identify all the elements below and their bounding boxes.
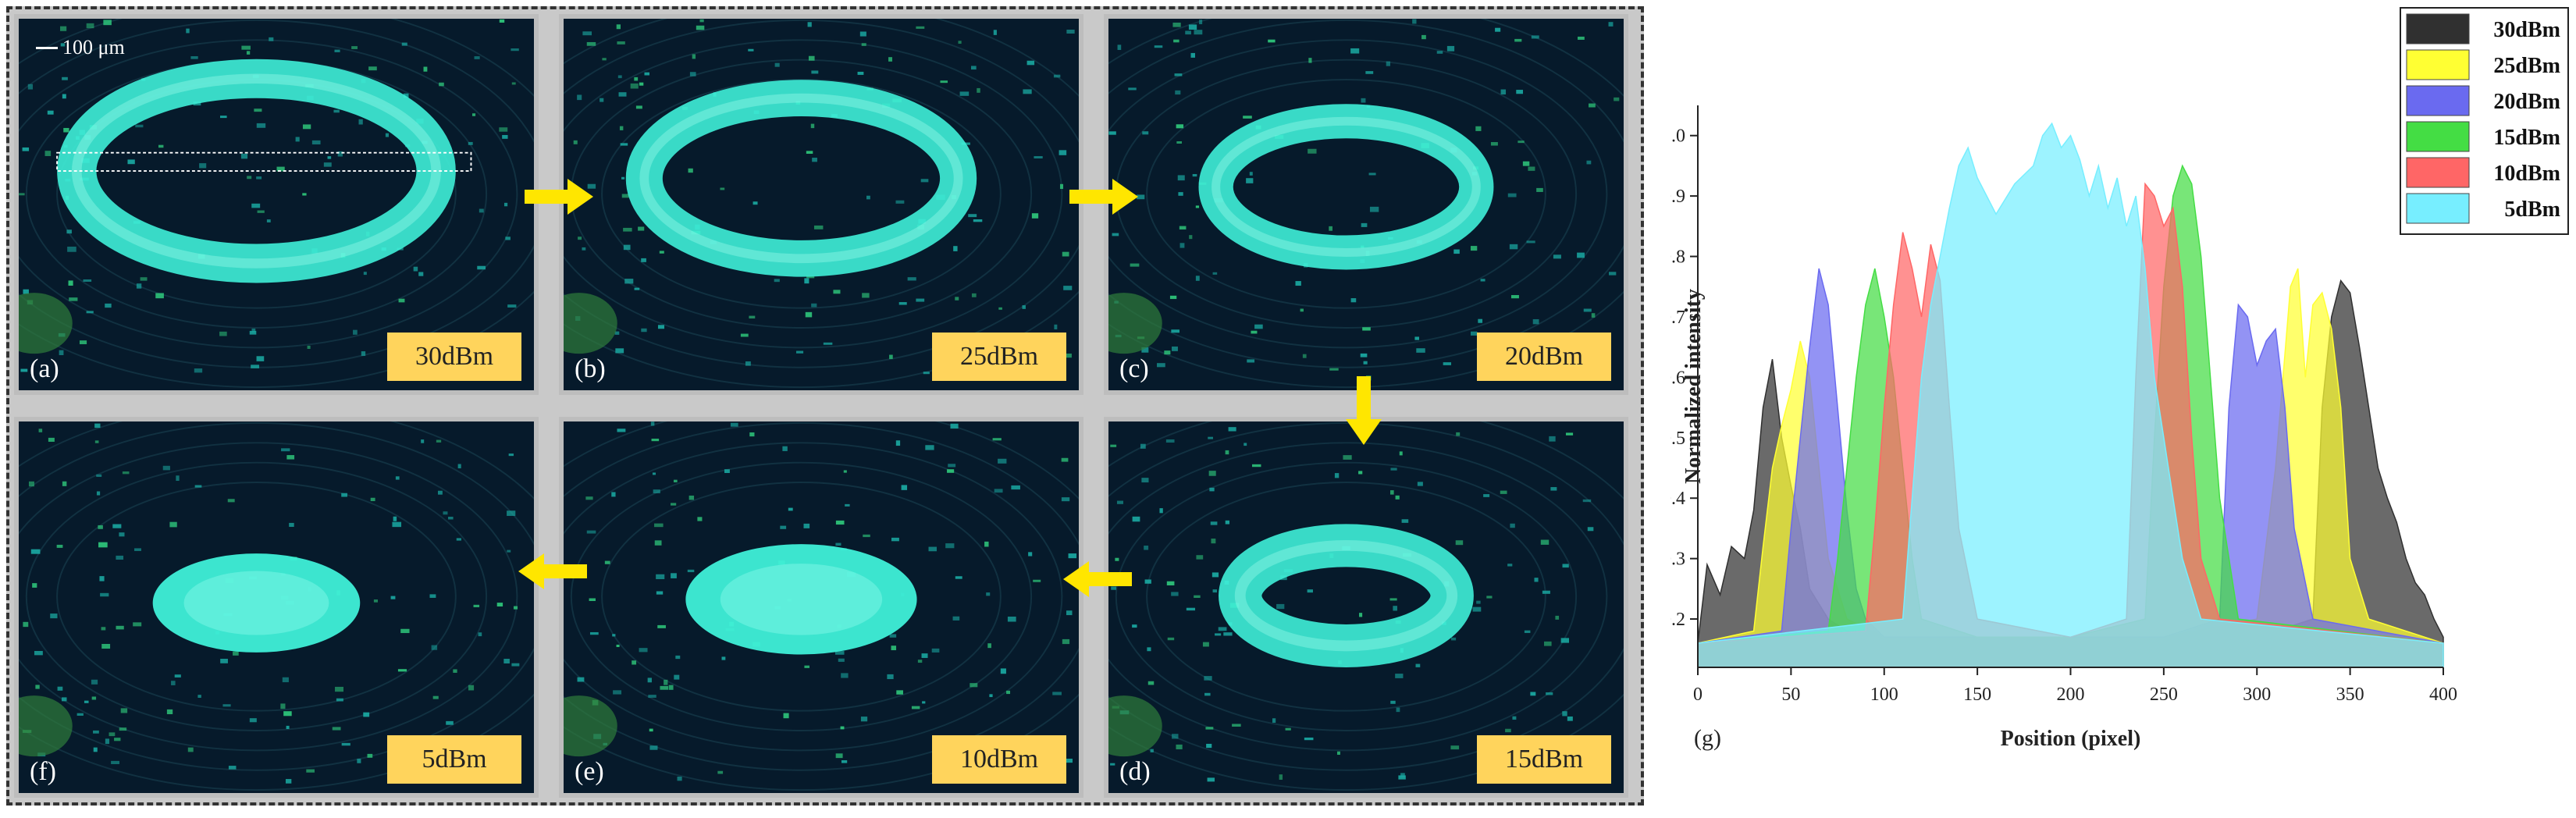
y-tick-label: 0.6 (1670, 368, 1685, 388)
legend-label-20dBm: 20dBm (2493, 90, 2560, 114)
legend-label-30dBm: 30dBm (2493, 18, 2560, 42)
x-axis-title: Position (pixel) (2001, 727, 2141, 751)
micrograph-tile-c: (c) 20dBm (1104, 14, 1628, 395)
micrograph-image-c (1108, 19, 1624, 390)
legend-label-5dBm: 5dBm (2504, 197, 2560, 222)
legend-swatch-25dBm (2406, 49, 2470, 80)
legend-swatch-15dBm (2406, 121, 2470, 152)
panel-tag-g: (g) (1694, 725, 1721, 751)
micrograph-image-a (19, 19, 534, 390)
micrograph-tile-d: (d) 15dBm (1104, 417, 1628, 798)
power-label-b: 25dBm (932, 333, 1066, 381)
plot-series-group (1697, 122, 2444, 668)
x-tick-label: 50 (1781, 685, 1800, 705)
scale-bar: 100 μm (36, 36, 125, 59)
legend-swatch-5dBm (2406, 193, 2470, 224)
arrow-down-icon (1346, 376, 1382, 445)
arrow-left-icon (1063, 561, 1132, 597)
x-tick-label: 350 (2336, 685, 2364, 705)
x-tick-label: 0 (1693, 685, 1703, 705)
plot-canvas: 0 50 100 150 200 250 300 350 400 0.2 0.3 0.4 0.5 0.6 0… (1670, 7, 2569, 751)
legend: 30dBm 25dBm 20dBm 15dBm 10dBm 5dBm (2400, 7, 2569, 235)
panel-letter-e: (e) (575, 757, 604, 786)
y-tick-label: 0.3 (1670, 549, 1685, 570)
micrograph-grid: 100 μm (a) 30dBm (b) 25dBm (c) 20dBm (f)… (6, 6, 1644, 806)
micrograph-image-f (19, 421, 534, 793)
x-tick-label: 100 (1870, 685, 1898, 705)
x-tick-label: 200 (2057, 685, 2085, 705)
micrograph-tile-a: 100 μm (a) 30dBm (14, 14, 539, 395)
panel-letter-c: (c) (1119, 354, 1149, 383)
micrograph-image-b (564, 19, 1079, 390)
power-label-e: 10dBm (932, 735, 1066, 784)
micrograph-image-e (564, 421, 1079, 793)
legend-swatch-30dBm (2406, 13, 2470, 44)
arrow-right-icon (1069, 179, 1138, 215)
power-label-f: 5dBm (387, 735, 521, 784)
legend-label-15dBm: 15dBm (2493, 126, 2560, 150)
scale-bar-label: 100 μm (62, 36, 125, 59)
y-tick-label: 0.5 (1670, 429, 1685, 449)
x-tick-label: 250 (2150, 685, 2178, 705)
y-axis-title: Normalized intensity (1681, 289, 1706, 484)
micrograph-tile-b: (b) 25dBm (559, 14, 1083, 395)
panel-letter-b: (b) (575, 354, 606, 383)
panel-letter-d: (d) (1119, 757, 1151, 786)
power-label-a: 30dBm (387, 333, 521, 381)
power-label-c: 20dBm (1477, 333, 1611, 381)
panel-letter-f: (f) (30, 757, 56, 786)
x-tick-label: 400 (2429, 685, 2457, 705)
series-area-5dBm (1697, 122, 2444, 668)
micrograph-tile-f: (f) 5dBm (14, 417, 539, 798)
y-tick-label: 0.7 (1670, 308, 1685, 328)
plot-axes: 0 50 100 150 200 250 300 350 400 0.2 0.3 0.4 0.5 0.6 0… (1670, 105, 2457, 705)
y-tick-label: 0.8 (1670, 247, 1685, 268)
y-tick-label: 0.2 (1670, 610, 1685, 630)
x-tick-label: 300 (2243, 685, 2271, 705)
arrow-left-icon (518, 553, 587, 589)
arrow-right-icon (525, 179, 593, 215)
legend-label-25dBm: 25dBm (2493, 54, 2560, 78)
legend-swatch-20dBm (2406, 85, 2470, 116)
micrograph-tile-e: (e) 10dBm (559, 417, 1083, 798)
legend-swatch-10dBm (2406, 157, 2470, 188)
micrograph-image-d (1108, 421, 1624, 793)
x-tick-label: 150 (1963, 685, 1991, 705)
y-tick-label: 1.0 (1670, 126, 1685, 147)
legend-label-10dBm: 10dBm (2493, 162, 2560, 186)
y-tick-label: 0.4 (1670, 489, 1685, 509)
panel-letter-a: (a) (30, 354, 59, 383)
y-tick-label: 0.9 (1670, 187, 1685, 207)
intensity-plot: 0 50 100 150 200 250 300 350 400 0.2 0.3 0.4 0.5 0.6 0… (1670, 0, 2576, 818)
power-label-d: 15dBm (1477, 735, 1611, 784)
